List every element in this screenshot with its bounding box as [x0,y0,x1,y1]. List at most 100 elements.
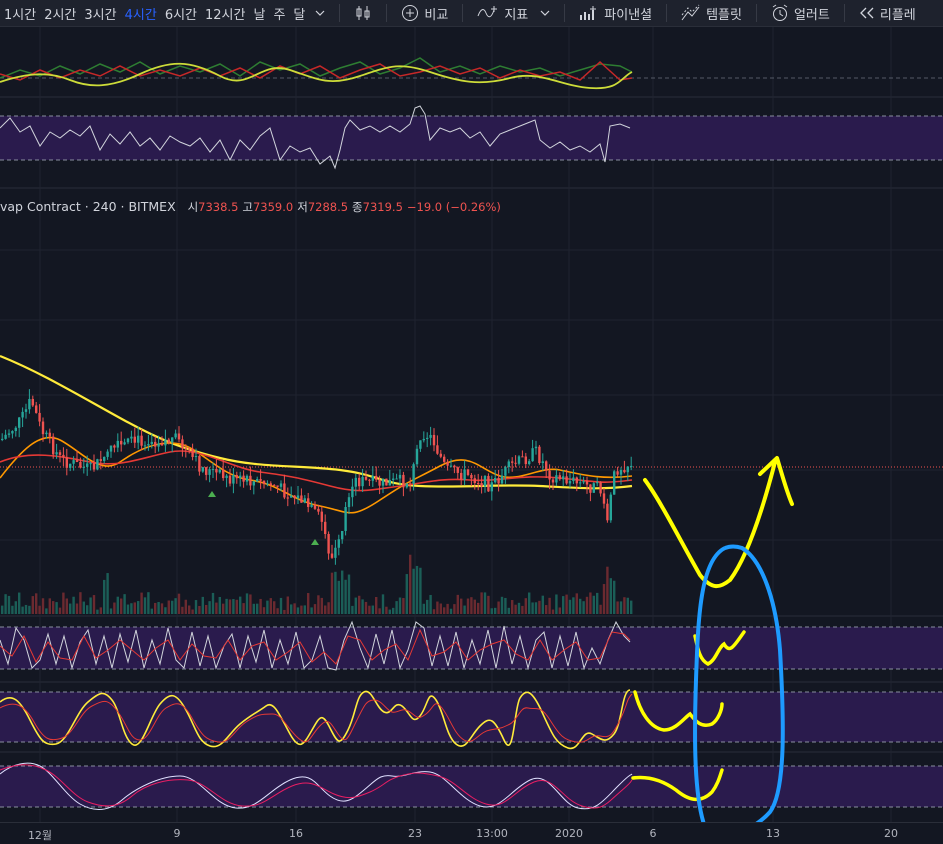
volume-bar [585,596,589,614]
volume-bar [228,599,232,614]
interval-day[interactable]: 날 [253,7,266,23]
volume-bar [198,605,201,614]
volume-bar [511,600,514,614]
candle-body [18,417,21,428]
close-value: 7319.5 [362,200,403,214]
volume-bar [313,604,317,614]
symbol-legend[interactable]: vap Contract · 240 · BITMEX 시7338.5 고735… [0,199,501,215]
volume-bar [596,592,599,614]
volume-bar [65,598,68,614]
interval-6h[interactable]: 6시간 [164,7,198,23]
candle-body [511,461,514,463]
volume-bar [507,607,510,614]
volume-bar [256,603,259,614]
candle-body [439,453,442,457]
indicators-button[interactable]: 지표 [471,4,534,23]
interval-1h[interactable]: 1시간 [4,7,37,23]
volume-bar [303,605,306,614]
interval-2h[interactable]: 2시간 [44,7,77,23]
volume-bar [147,592,150,614]
volume-bar [432,609,436,614]
volume-bar [130,603,133,614]
volume-bar [582,601,585,614]
interval-week[interactable]: 주 [273,7,286,23]
stoch1-d-line [0,628,631,665]
yellow-drawn-squiggle-1 [693,630,746,666]
candle-body [375,475,378,480]
financials-button[interactable]: 파이낸셜 [573,4,658,23]
candle-body [24,409,28,412]
open-label: 시 [187,200,199,214]
candle-body [177,433,181,440]
volume-bar [286,596,289,614]
candle-body [388,479,391,486]
volume-bar [31,596,34,614]
candle-body [48,432,51,437]
candle-body [194,456,198,458]
volume-bar [279,597,283,614]
candle-body [398,474,402,479]
candle-body [541,461,544,464]
candle-body [290,495,293,498]
indicators-dropdown-button[interactable] [534,8,556,18]
volume-bar [385,606,388,614]
time-label: 6 [649,827,657,840]
volume-bar [290,604,293,614]
templates-button[interactable]: 템플릿 [675,4,748,23]
volume-bar [358,595,361,614]
interval-4h[interactable]: 4시간 [124,7,157,23]
candle-body [320,511,323,522]
volume-bar [188,605,191,614]
volume-bar [415,565,419,614]
candle-body [106,451,109,457]
volume-bar [402,598,405,614]
volume-bar [341,570,344,614]
close-label: 종 [352,200,363,214]
stoch2-k-line [0,689,631,750]
candle-body [358,477,361,487]
chart-type-button[interactable] [348,4,378,22]
volume-bar [534,602,538,614]
compare-button[interactable]: 비교 [395,4,454,23]
candle-body [7,433,11,435]
time-axis[interactable]: 12월 9 16 23 13:00 2020 6 13 20 [0,822,943,844]
volume-bar [562,596,565,614]
volume-bar [592,595,595,614]
symbol-exchange: BITMEX [128,199,176,214]
top-oscillator-pane [0,57,943,90]
volume-bar [409,554,412,614]
candle-body [262,480,266,484]
buy-signal-marker [311,539,319,545]
candle-body [395,478,398,480]
candle-body [11,431,14,434]
volume-bar [504,597,507,614]
indicators-label: 지표 [504,7,529,23]
volume-bar [330,572,334,614]
candle-body [589,484,592,493]
interval-dropdown-button[interactable] [309,8,331,18]
volume-bar [324,605,327,614]
interval-3h[interactable]: 3시간 [84,7,117,23]
price-chart-canvas[interactable] [0,27,943,822]
volume-bar [545,605,548,614]
volume-bar [86,605,89,614]
candle-body [422,438,425,441]
interval-12h[interactable]: 12시간 [205,7,246,23]
volume-bar [154,602,157,614]
candle-body [65,457,68,468]
candle-body [4,434,7,439]
candle-body [276,485,279,487]
volume-bar [266,600,269,614]
toolbar-divider [755,4,757,22]
alert-button[interactable]: 얼러트 [765,4,836,23]
candle-body [565,476,568,484]
volume-bar [1,605,4,614]
candle-body [415,448,419,465]
volume-bar [45,608,48,614]
candle-body [494,477,497,483]
candle-body [45,432,48,435]
candle-body [364,476,368,480]
interval-month[interactable]: 달 [293,7,306,23]
replay-button[interactable]: 리플레 [853,4,922,23]
candle-body [89,463,92,465]
